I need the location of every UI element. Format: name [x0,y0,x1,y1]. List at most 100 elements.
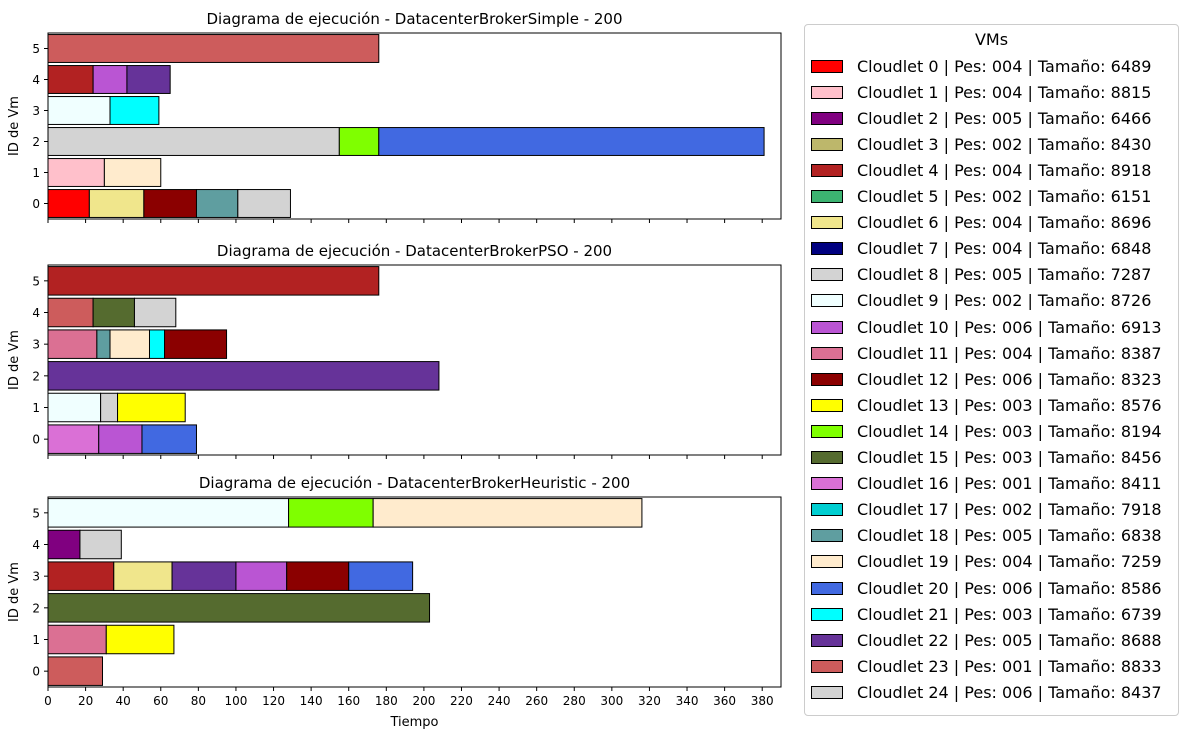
y-tick-label: 0 [32,433,40,447]
bar-vm3-cloudlet6 [113,561,173,591]
legend-swatch [811,320,843,334]
legend-label: Cloudlet 4 | Pes: 004 | Tamaño: 8918 [857,160,1152,180]
x-tick-label: 20 [78,694,93,708]
bar-vm5-cloudlet14 [288,498,374,528]
legend-swatch [811,216,843,230]
bar-vm3-cloudlet21 [109,96,160,125]
y-tick-label: 4 [32,73,40,87]
legend-item: Cloudlet 4 | Pes: 004 | Tamaño: 8918 [811,159,1151,181]
legend-item: Cloudlet 22 | Pes: 005 | Tamaño: 8688 [811,629,1162,651]
bar-vm0-cloudlet12 [143,189,197,218]
legend-item: Cloudlet 21 | Pes: 003 | Tamaño: 6739 [811,603,1162,625]
y-tick-label: 2 [32,135,40,149]
legend-item: Cloudlet 23 | Pes: 001 | Tamaño: 8833 [811,655,1162,677]
legend-swatch [811,424,843,438]
legend-label: Cloudlet 5 | Pes: 002 | Tamaño: 6151 [857,187,1152,206]
legend-label: Cloudlet 23 | Pes: 001 | Tamaño: 8833 [857,656,1162,676]
x-tick-label: 120 [262,694,285,708]
legend-swatch [811,607,843,621]
legend-item: Cloudlet 24 | Pes: 006 | Tamaño: 8437 [811,681,1162,703]
legend-swatch [811,555,843,569]
plot-frame [47,32,782,220]
legend-item: Cloudlet 0 | Pes: 004 | Tamaño: 6489 [811,55,1151,77]
y-tick-label: 1 [32,633,40,647]
legend-item: Cloudlet 6 | Pes: 004 | Tamaño: 8696 [811,212,1151,234]
bar-vm1-cloudlet9 [47,392,102,423]
bar-vm4-cloudlet15 [92,297,135,328]
legend-label: Cloudlet 12 | Pes: 006 | Tamaño: 8323 [857,369,1162,389]
bar-vm3-cloudlet19 [109,329,150,359]
bar-vm4-cloudlet23 [47,297,94,328]
bar-vm3-cloudlet10 [235,561,288,591]
legend-swatch [811,85,843,99]
bar-vm0-cloudlet6 [88,189,145,218]
x-tick-label: 360 [713,694,736,708]
y-tick-label: 3 [32,338,40,352]
legend-item: Cloudlet 11 | Pes: 004 | Tamaño: 8387 [811,342,1162,364]
legend-item: Cloudlet 12 | Pes: 006 | Tamaño: 8323 [811,368,1162,390]
bar-vm3-cloudlet21 [148,329,166,359]
legend-swatch [811,503,843,517]
bar-vm3-cloudlet12 [286,561,350,591]
bar-vm3-cloudlet20 [348,561,414,591]
bar-vm2-cloudlet22 [47,361,440,391]
bar-vm2-cloudlet8 [47,127,340,156]
bar-vm0-cloudlet0 [47,189,90,218]
y-axis-label: ID de Vm [7,96,22,156]
bar-vm5-cloudlet23 [47,34,380,63]
legend-label: Cloudlet 7 | Pes: 004 | Tamaño: 6848 [857,239,1152,259]
legend-label: Cloudlet 6 | Pes: 004 | Tamaño: 8696 [857,213,1152,233]
x-tick-label: 280 [563,694,586,708]
bar-vm2-cloudlet14 [338,127,380,156]
bar-vm1-cloudlet11 [47,624,107,655]
bar-vm0-cloudlet10 [98,424,143,454]
y-tick-label: 5 [32,42,40,56]
y-tick-label: 1 [32,401,40,415]
bar-vm1-cloudlet13 [105,624,175,655]
legend-item: Cloudlet 9 | Pes: 002 | Tamaño: 8726 [811,290,1151,312]
legend-label: Cloudlet 21 | Pes: 003 | Tamaño: 6739 [857,604,1162,624]
legend-item: Cloudlet 10 | Pes: 006 | Tamaño: 6913 [811,316,1162,338]
bar-vm2-cloudlet15 [47,593,431,623]
y-axis-label: ID de Vm [7,562,22,622]
legend-label: Cloudlet 0 | Pes: 004 | Tamaño: 6489 [857,56,1152,76]
legend-label: Cloudlet 14 | Pes: 003 | Tamaño: 8194 [857,421,1162,441]
legend-swatch [811,659,843,673]
y-tick-label: 4 [32,538,40,552]
legend-item: Cloudlet 13 | Pes: 003 | Tamaño: 8576 [811,394,1162,416]
x-tick-label: 80 [191,694,206,708]
y-tick-label: 0 [32,197,40,211]
x-tick-label: 160 [337,694,360,708]
legend-item: Cloudlet 16 | Pes: 001 | Tamaño: 8411 [811,473,1162,495]
legend-item: Cloudlet 15 | Pes: 003 | Tamaño: 8456 [811,447,1162,469]
x-tick-label: 60 [153,694,168,708]
y-tick-label: 2 [32,601,40,615]
legend-label: Cloudlet 16 | Pes: 001 | Tamaño: 8411 [857,474,1162,494]
legend-swatch [811,268,843,282]
legend-label: Cloudlet 20 | Pes: 006 | Tamaño: 8586 [857,578,1162,598]
x-tick-label: 140 [300,694,323,708]
x-tick-label: 180 [375,694,398,708]
x-tick-label: 340 [676,694,699,708]
legend-item: Cloudlet 18 | Pes: 005 | Tamaño: 6838 [811,525,1162,547]
legend-item: Cloudlet 7 | Pes: 004 | Tamaño: 6848 [811,238,1151,260]
x-tick-label: 380 [751,694,774,708]
legend-title: VMs [974,30,1009,49]
legend-swatch [811,633,843,647]
legend-label: Cloudlet 19 | Pes: 004 | Tamaño: 7259 [857,552,1162,572]
bar-vm4-cloudlet8 [133,297,177,328]
panel-title: Diagrama de ejecución - DatacenterBroker… [217,242,612,260]
bar-vm4-cloudlet10 [92,65,128,94]
y-tick-label: 0 [32,665,40,679]
y-tick-label: 3 [32,570,40,584]
legend-label: Cloudlet 13 | Pes: 003 | Tamaño: 8576 [857,395,1162,415]
legend-label: Cloudlet 8 | Pes: 005 | Tamaño: 7287 [857,265,1152,285]
legend-swatch [811,111,843,125]
legend: VMs Cloudlet 0 | Pes: 004 | Tamaño: 6489… [804,24,1179,716]
bar-vm0-cloudlet16 [47,424,100,454]
legend-swatch [811,294,843,308]
bar-vm0-cloudlet18 [195,189,239,218]
plot-frame [47,496,782,688]
bar-vm3-cloudlet11 [47,329,98,359]
legend-item: Cloudlet 14 | Pes: 003 | Tamaño: 8194 [811,420,1162,442]
